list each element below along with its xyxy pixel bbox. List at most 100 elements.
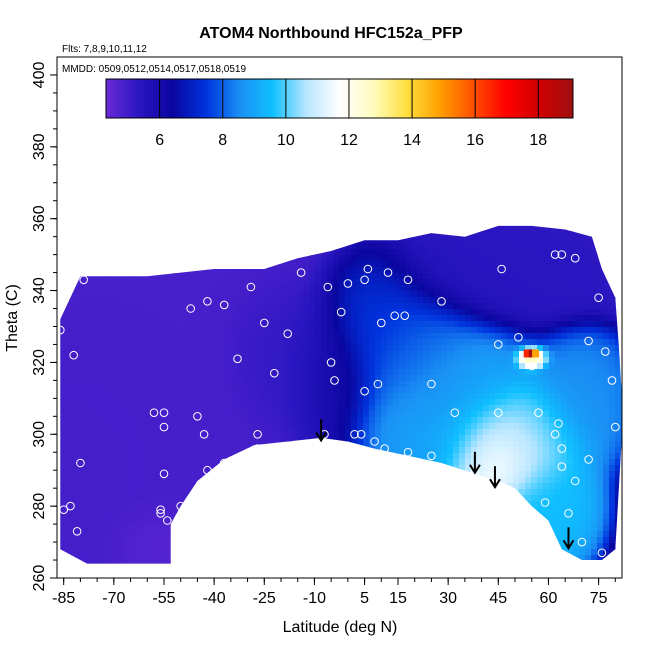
heatmap-cell <box>69 483 76 490</box>
heatmap-cell <box>393 273 400 280</box>
heatmap-cell <box>141 399 148 406</box>
heatmap-cell <box>261 399 268 406</box>
heatmap-cell <box>195 315 202 322</box>
heatmap-cell <box>279 315 286 322</box>
heatmap-cell <box>357 363 364 370</box>
heatmap-cell <box>195 441 202 448</box>
heatmap-cell <box>393 339 400 346</box>
heatmap-cell <box>177 405 184 412</box>
heatmap-cell <box>225 279 232 286</box>
heatmap-cell <box>99 351 106 358</box>
heatmap-cell <box>243 405 250 412</box>
heatmap-cell <box>255 291 262 298</box>
heatmap-cell <box>135 453 142 460</box>
heatmap-cell <box>225 297 232 304</box>
heatmap-cell <box>123 369 130 376</box>
heatmap-cell <box>339 381 346 388</box>
heatmap-cell <box>147 303 154 310</box>
heatmap-cell <box>327 255 334 262</box>
heatmap-cell <box>357 285 364 292</box>
heatmap-cell <box>267 393 274 400</box>
heatmap-cell <box>81 315 88 322</box>
heatmap-cell <box>93 291 100 298</box>
heatmap-cell <box>81 471 88 478</box>
heatmap-cell <box>303 351 310 358</box>
heatmap-cell <box>165 555 172 562</box>
heatmap-cell <box>261 345 268 352</box>
heatmap-cell <box>153 483 160 490</box>
heatmap-cell <box>363 423 370 430</box>
heatmap-cell <box>273 309 280 316</box>
heatmap-cell <box>165 411 172 418</box>
heatmap-cell <box>273 315 280 322</box>
heatmap-cell <box>207 321 214 328</box>
heatmap-cell <box>375 327 382 334</box>
heatmap-cell <box>117 399 124 406</box>
heatmap-cell <box>273 303 280 310</box>
heatmap-cell <box>123 495 130 502</box>
heatmap-cell <box>321 411 328 418</box>
heatmap-cell <box>309 273 316 280</box>
heatmap-cell <box>291 279 298 286</box>
heatmap-cell <box>93 357 100 364</box>
heatmap-cell <box>147 549 154 556</box>
heatmap-cell <box>123 447 130 454</box>
heatmap-cell <box>291 339 298 346</box>
heatmap-cell <box>225 417 232 424</box>
heatmap-cell <box>231 333 238 340</box>
heatmap-cell <box>105 489 112 496</box>
heatmap-cell <box>357 315 364 322</box>
heatmap-cell <box>285 273 292 280</box>
heatmap-cell <box>117 315 124 322</box>
heatmap-cell <box>309 327 316 334</box>
heatmap-cell <box>321 333 328 340</box>
heatmap-cell <box>261 363 268 370</box>
heatmap-cell <box>249 369 256 376</box>
heatmap-cell <box>387 267 394 274</box>
heatmap-cell <box>279 411 286 418</box>
heatmap-cell <box>291 303 298 310</box>
heatmap-cell <box>129 375 136 382</box>
heatmap-cell <box>339 411 346 418</box>
heatmap-cell <box>237 405 244 412</box>
heatmap-cell <box>99 435 106 442</box>
heatmap-cell <box>129 435 136 442</box>
heatmap-cell <box>111 459 118 466</box>
heatmap-cell <box>315 357 322 364</box>
heatmap-cell <box>153 333 160 340</box>
heatmap-cell <box>87 435 94 442</box>
heatmap-cell <box>93 483 100 490</box>
heatmap-cell <box>327 309 334 316</box>
heatmap-cell <box>93 465 100 472</box>
heatmap-cell <box>135 279 142 286</box>
heatmap-cell <box>381 411 388 418</box>
heatmap-cell <box>183 321 190 328</box>
heatmap-cell <box>69 537 76 544</box>
heatmap-cell <box>381 369 388 376</box>
heatmap-cell <box>231 321 238 328</box>
heatmap-cell <box>339 255 346 262</box>
heatmap-cell <box>183 423 190 430</box>
heatmap-cell <box>363 303 370 310</box>
heatmap-cell <box>363 417 370 424</box>
heatmap-cell <box>309 315 316 322</box>
heatmap-cell <box>213 411 220 418</box>
heatmap-cell <box>177 489 184 496</box>
heatmap-cell <box>129 507 136 514</box>
heatmap-cell <box>147 483 154 490</box>
heatmap-cell <box>249 363 256 370</box>
heatmap-cell <box>63 315 70 322</box>
heatmap-cell <box>159 543 166 550</box>
heatmap-cell <box>129 417 136 424</box>
heatmap-cell <box>375 339 382 346</box>
heatmap-cell <box>219 417 226 424</box>
heatmap-cell <box>171 441 178 448</box>
heatmap-cell <box>63 525 70 532</box>
heatmap-cell <box>87 351 94 358</box>
heatmap-cell <box>315 297 322 304</box>
heatmap-cell <box>363 321 370 328</box>
heatmap-cell <box>261 405 268 412</box>
heatmap-cell <box>381 351 388 358</box>
heatmap-cell <box>309 357 316 364</box>
heatmap-cell <box>153 315 160 322</box>
